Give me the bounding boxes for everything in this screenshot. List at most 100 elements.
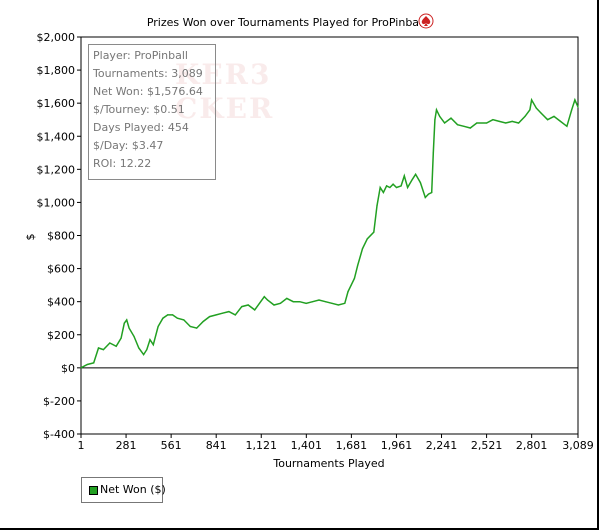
stat-days-played: Days Played: 454 [93,121,189,134]
data-point [279,302,281,304]
data-point [444,122,446,124]
data-point [138,347,140,349]
data-point [566,125,568,127]
data-point [450,117,452,119]
series-line-net-won [80,97,579,369]
stat-tournaments: Tournaments: 3,089 [93,67,203,80]
data-point [577,106,579,108]
x-tick-label: 1,681 [336,439,368,452]
data-point [505,122,507,124]
y-tick-label: $1,400 [37,130,76,143]
data-point [286,297,288,299]
data-point [196,327,198,329]
x-tick-label: 1,121 [246,439,278,452]
data-point [324,301,327,303]
y-axis-title: $ [24,234,37,241]
y-tick-label: $0 [61,362,75,375]
data-point [376,205,378,207]
data-point [395,186,398,189]
data-point [183,319,185,321]
data-point [357,264,359,266]
data-point [146,349,148,351]
watermark-line-2: CKER [175,92,275,125]
data-point [366,238,368,240]
data-point [389,186,391,189]
data-point [379,186,381,189]
data-point [266,299,269,301]
data-point [403,175,405,177]
legend-swatch [89,486,98,495]
data-point [133,335,135,337]
data-point [382,191,384,194]
data-point [176,317,178,319]
data-point [392,183,394,185]
data-point [427,193,430,195]
data-point [432,152,434,154]
stat-player: Player: ProPinball [93,49,188,62]
data-point [115,345,117,347]
x-tick-label: 3,089 [562,439,594,452]
data-point [162,317,164,319]
data-point [540,112,542,114]
data-point [553,115,555,117]
stat-roi: ROI: 12.22 [93,157,152,170]
y-tick-label: $1,600 [37,97,76,110]
data-point [411,178,413,180]
data-point [80,367,82,369]
data-point [469,127,471,129]
x-tick-label: 561 [161,439,182,452]
x-axis: 1 281 561 841 1,121 1,401 1,681 1,961 2,241 2,521… [78,434,594,452]
data-point [93,362,95,364]
data-point [120,337,122,339]
y-tick-label: $400 [47,296,75,309]
y-tick-label: $-200 [43,395,75,408]
data-point [247,304,249,306]
stats-box: Player: ProPinball Tournaments: 3,089 Ne… [88,44,216,180]
data-point [476,122,478,124]
data-point [128,327,130,329]
data-point [234,314,236,316]
data-point [439,115,441,117]
x-tick-label: 2,521 [471,439,503,452]
data-point [172,314,174,316]
data-point [456,124,459,126]
data-point [254,309,256,311]
data-point [331,302,333,304]
data-point [305,302,307,304]
data-point [524,115,526,117]
data-point [97,347,100,349]
data-point [415,173,417,175]
y-tick-label: $800 [47,230,75,243]
data-point [86,363,88,366]
data-point [299,301,301,303]
data-point [263,296,265,298]
y-tick-label: $200 [47,329,75,342]
data-point [498,120,500,122]
data-point [419,182,421,184]
data-point [189,325,191,328]
data-point [535,107,537,109]
spade-chip-icon [418,13,434,29]
data-point [435,109,438,111]
data-point [167,314,169,316]
legend-label: Net Won ($) [100,483,166,496]
data-point [292,301,294,303]
x-tick-label: 1,961 [381,439,413,452]
legend: Net Won ($) [81,477,166,503]
data-point [486,122,488,124]
data-point [400,185,402,187]
data-point [273,304,275,306]
x-tick-label: 1,401 [291,439,323,452]
data-point [547,119,549,121]
chart-title: Prizes Won over Tournaments Played for P… [147,16,425,29]
x-tick-label: 2,241 [426,439,458,452]
data-point [373,231,375,233]
data-point [318,299,320,301]
data-point [407,186,409,189]
y-tick-label: $1,000 [37,196,76,209]
x-tick-label: 2,801 [516,439,548,452]
y-axis: $-400 $-200 $0 $200 $400 $600 $800 $1,000 $1,200… [37,31,81,441]
data-point [202,320,204,323]
